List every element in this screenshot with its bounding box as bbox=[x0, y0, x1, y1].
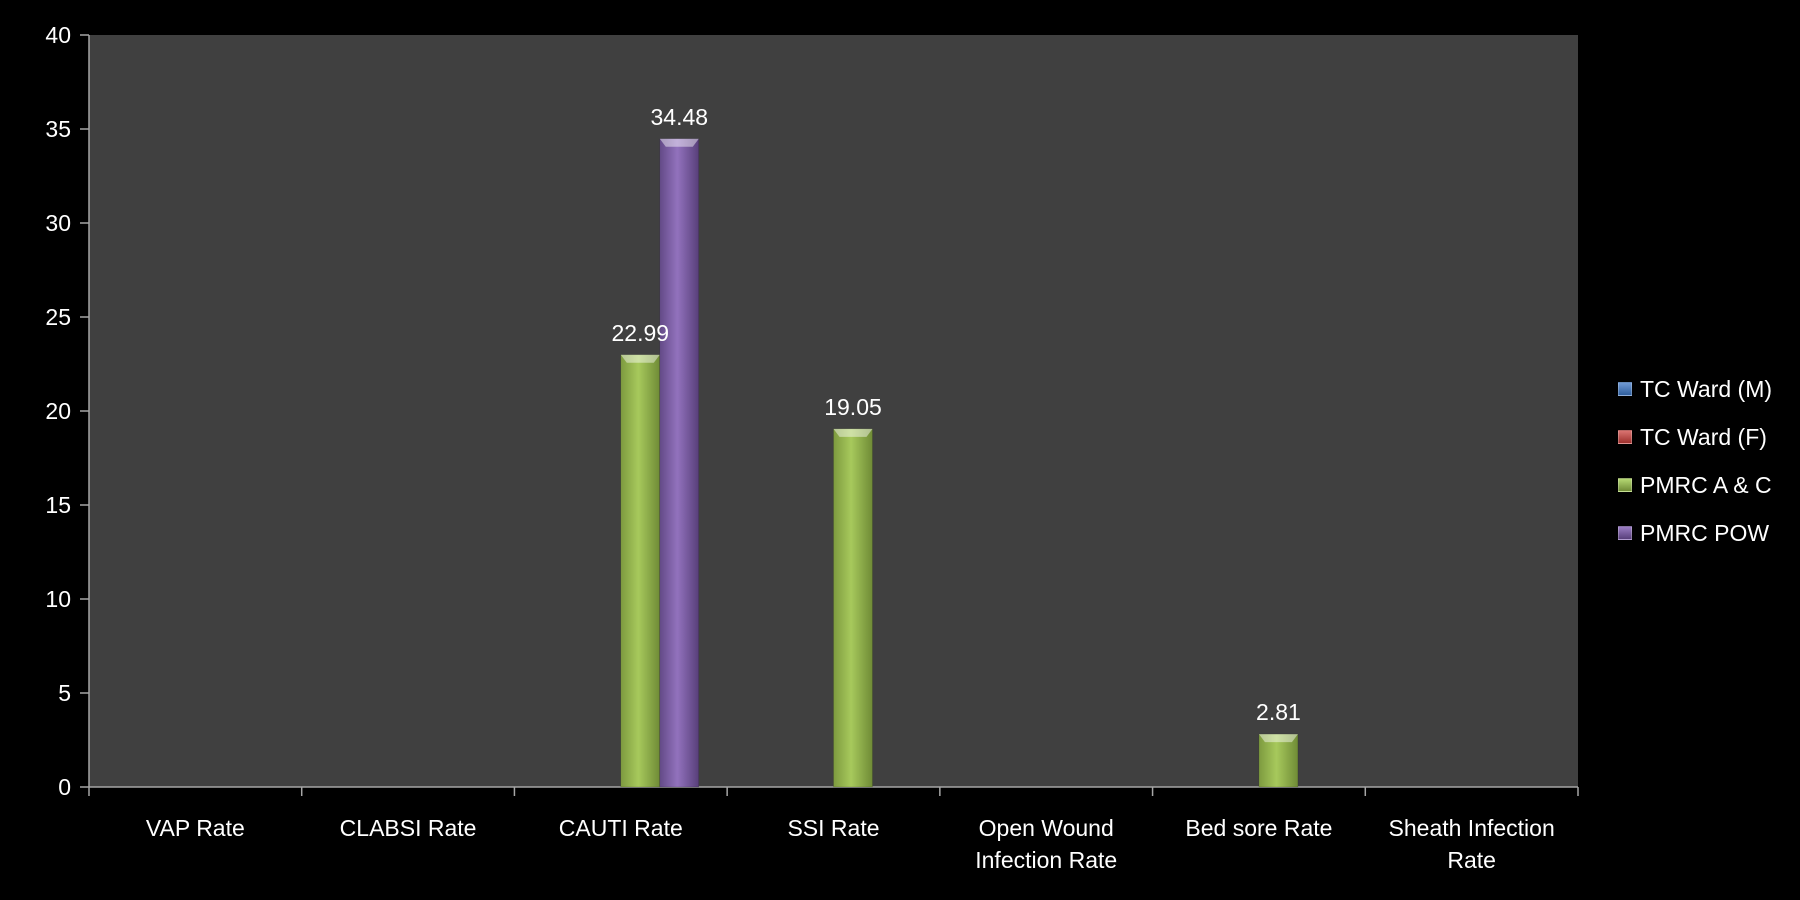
bar-bevel bbox=[1258, 734, 1298, 743]
y-tick-label: 40 bbox=[45, 22, 71, 48]
y-tick-label: 15 bbox=[45, 492, 71, 518]
x-category-label: Bed sore Rate bbox=[1185, 815, 1332, 841]
data-labels: 22.99 34.48 19.05 2.81 bbox=[612, 104, 1301, 725]
x-category-label: SSI Rate bbox=[787, 815, 879, 841]
y-tick-label: 25 bbox=[45, 304, 71, 330]
y-tick-label: 20 bbox=[45, 398, 71, 424]
bar bbox=[620, 354, 661, 788]
legend-item[interactable]: TC Ward (F) bbox=[1618, 413, 1772, 461]
legend-item[interactable]: TC Ward (M) bbox=[1618, 365, 1772, 413]
legend-label: PMRC A & C bbox=[1640, 471, 1772, 498]
bar bbox=[659, 138, 700, 788]
legend: TC Ward (M) TC Ward (F) PMRC A & C PMRC … bbox=[1618, 365, 1772, 557]
bar-bevel bbox=[833, 428, 873, 437]
axes: 0 5 10 15 20 25 30 35 40 VAP Rate CLABSI Rate CAUTI… bbox=[45, 22, 1579, 873]
y-tick-label: 10 bbox=[45, 586, 71, 612]
x-category-label: Open Wound Infection Rate bbox=[975, 815, 1117, 873]
data-label: 19.05 bbox=[824, 394, 882, 420]
legend-item[interactable]: PMRC A & C bbox=[1618, 461, 1772, 509]
x-category-label: CLABSI Rate bbox=[340, 815, 477, 841]
legend-swatch-icon bbox=[1618, 478, 1632, 492]
legend-swatch-icon bbox=[1618, 526, 1632, 540]
x-category-label: Sheath Infection Rate bbox=[1389, 815, 1555, 873]
legend-swatch-icon bbox=[1618, 430, 1632, 444]
y-tick-label: 30 bbox=[45, 210, 71, 236]
legend-label: TC Ward (M) bbox=[1640, 375, 1773, 402]
bar bbox=[833, 428, 873, 788]
bar-bevel bbox=[659, 138, 699, 147]
y-tick-label: 0 bbox=[58, 774, 71, 800]
data-label: 22.99 bbox=[612, 320, 670, 346]
bar bbox=[1258, 733, 1299, 788]
legend-swatch-icon bbox=[1618, 382, 1632, 396]
legend-label: PMRC POW bbox=[1640, 519, 1770, 546]
bar-bevel bbox=[620, 354, 660, 363]
legend-item[interactable]: PMRC POW bbox=[1618, 509, 1772, 557]
x-category-label: VAP Rate bbox=[146, 815, 245, 841]
bars bbox=[620, 138, 1299, 788]
data-label: 34.48 bbox=[651, 104, 709, 130]
y-tick-label: 5 bbox=[58, 680, 71, 706]
legend-label: TC Ward (F) bbox=[1640, 423, 1767, 450]
data-label: 2.81 bbox=[1256, 699, 1301, 725]
y-tick-label: 35 bbox=[45, 116, 71, 142]
x-category-label: CAUTI Rate bbox=[559, 815, 683, 841]
